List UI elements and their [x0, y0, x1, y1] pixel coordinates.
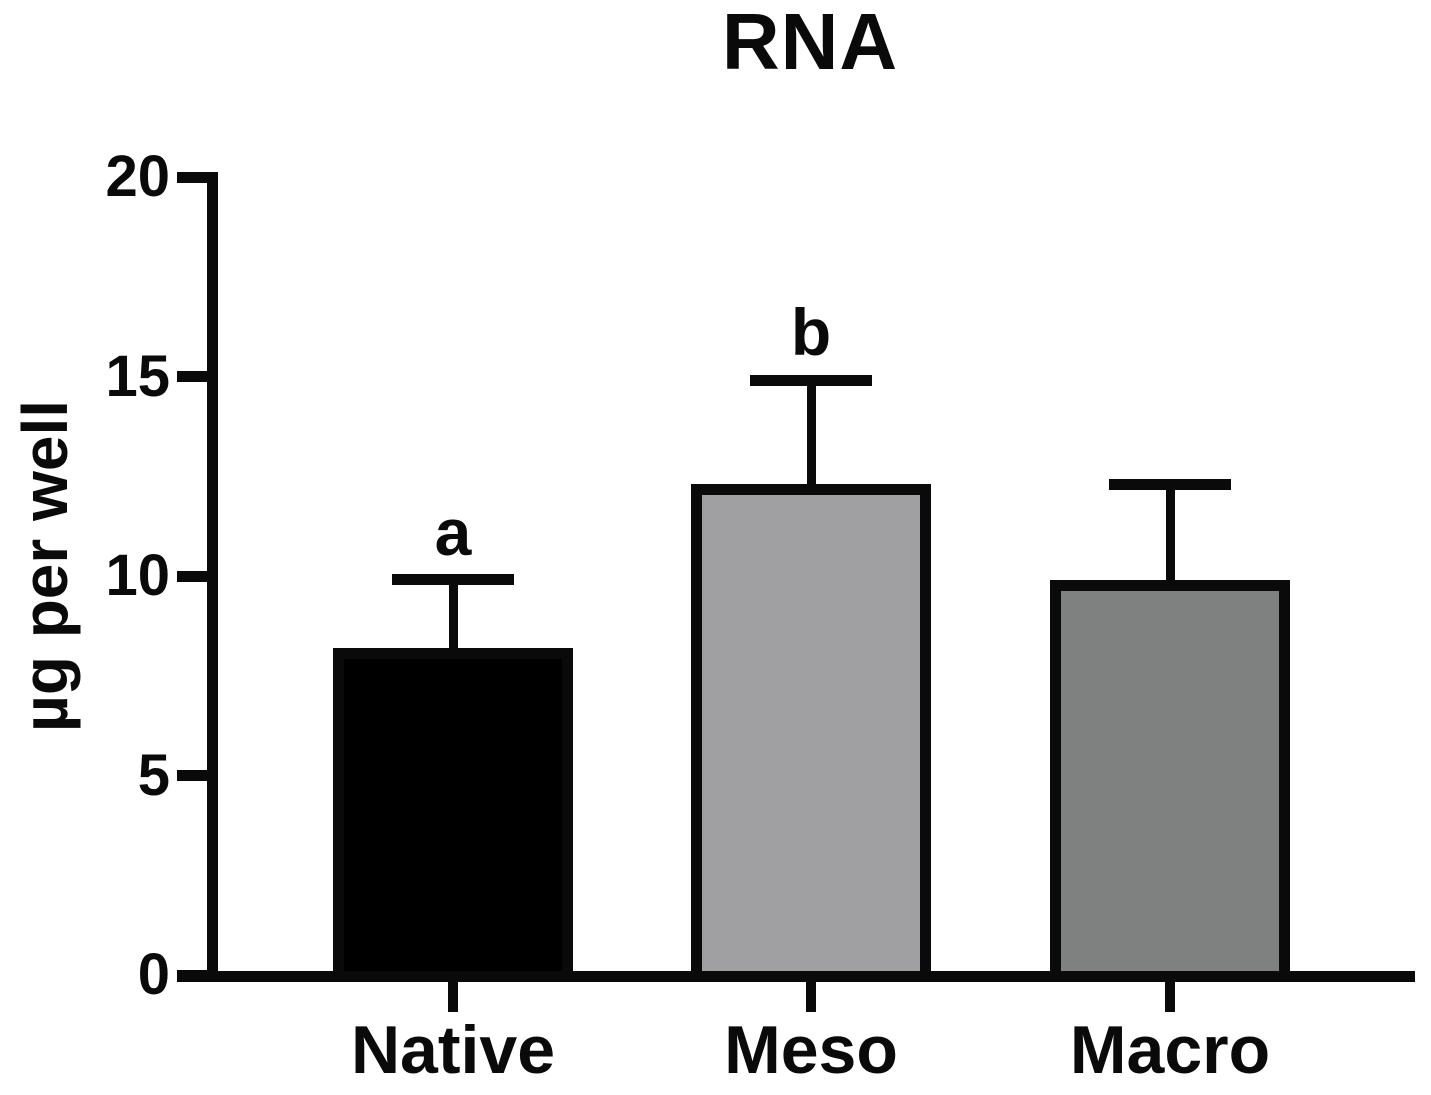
x-axis-line [177, 971, 1415, 982]
error-bar-cap-meso [750, 375, 872, 386]
x-tick-native [448, 982, 458, 1012]
bar-native [333, 648, 573, 982]
y-axis-line [207, 172, 218, 982]
error-bar-cap-native [392, 574, 514, 585]
error-bar-cap-macro [1109, 479, 1231, 490]
y-tick-20 [177, 172, 207, 183]
bar-macro [1050, 580, 1290, 982]
x-tick-meso [806, 982, 816, 1012]
significance-letter-b: b [790, 295, 832, 369]
error-bar-stem-macro [1166, 484, 1175, 584]
y-tick-15 [177, 371, 207, 382]
x-tick-macro [1165, 982, 1175, 1012]
y-tick-label-10: 10 [105, 543, 170, 608]
x-tick-label-native: Native [350, 1012, 556, 1088]
significance-letter-a: a [434, 495, 472, 569]
y-tick-10 [177, 571, 207, 582]
x-tick-label-meso: Meso [724, 1012, 898, 1088]
y-tick-label-0: 0 [137, 942, 170, 1007]
x-tick-label-macro: Macro [1069, 1012, 1271, 1088]
chart-title: RNA [721, 0, 899, 86]
y-tick-label-5: 5 [137, 743, 170, 808]
y-tick-5 [177, 770, 207, 781]
bar-meso [691, 484, 931, 982]
y-tick-label-20: 20 [105, 144, 170, 209]
error-bar-stem-native [449, 580, 458, 652]
y-tick-label-15: 15 [105, 344, 170, 409]
error-bar-stem-meso [807, 380, 816, 488]
